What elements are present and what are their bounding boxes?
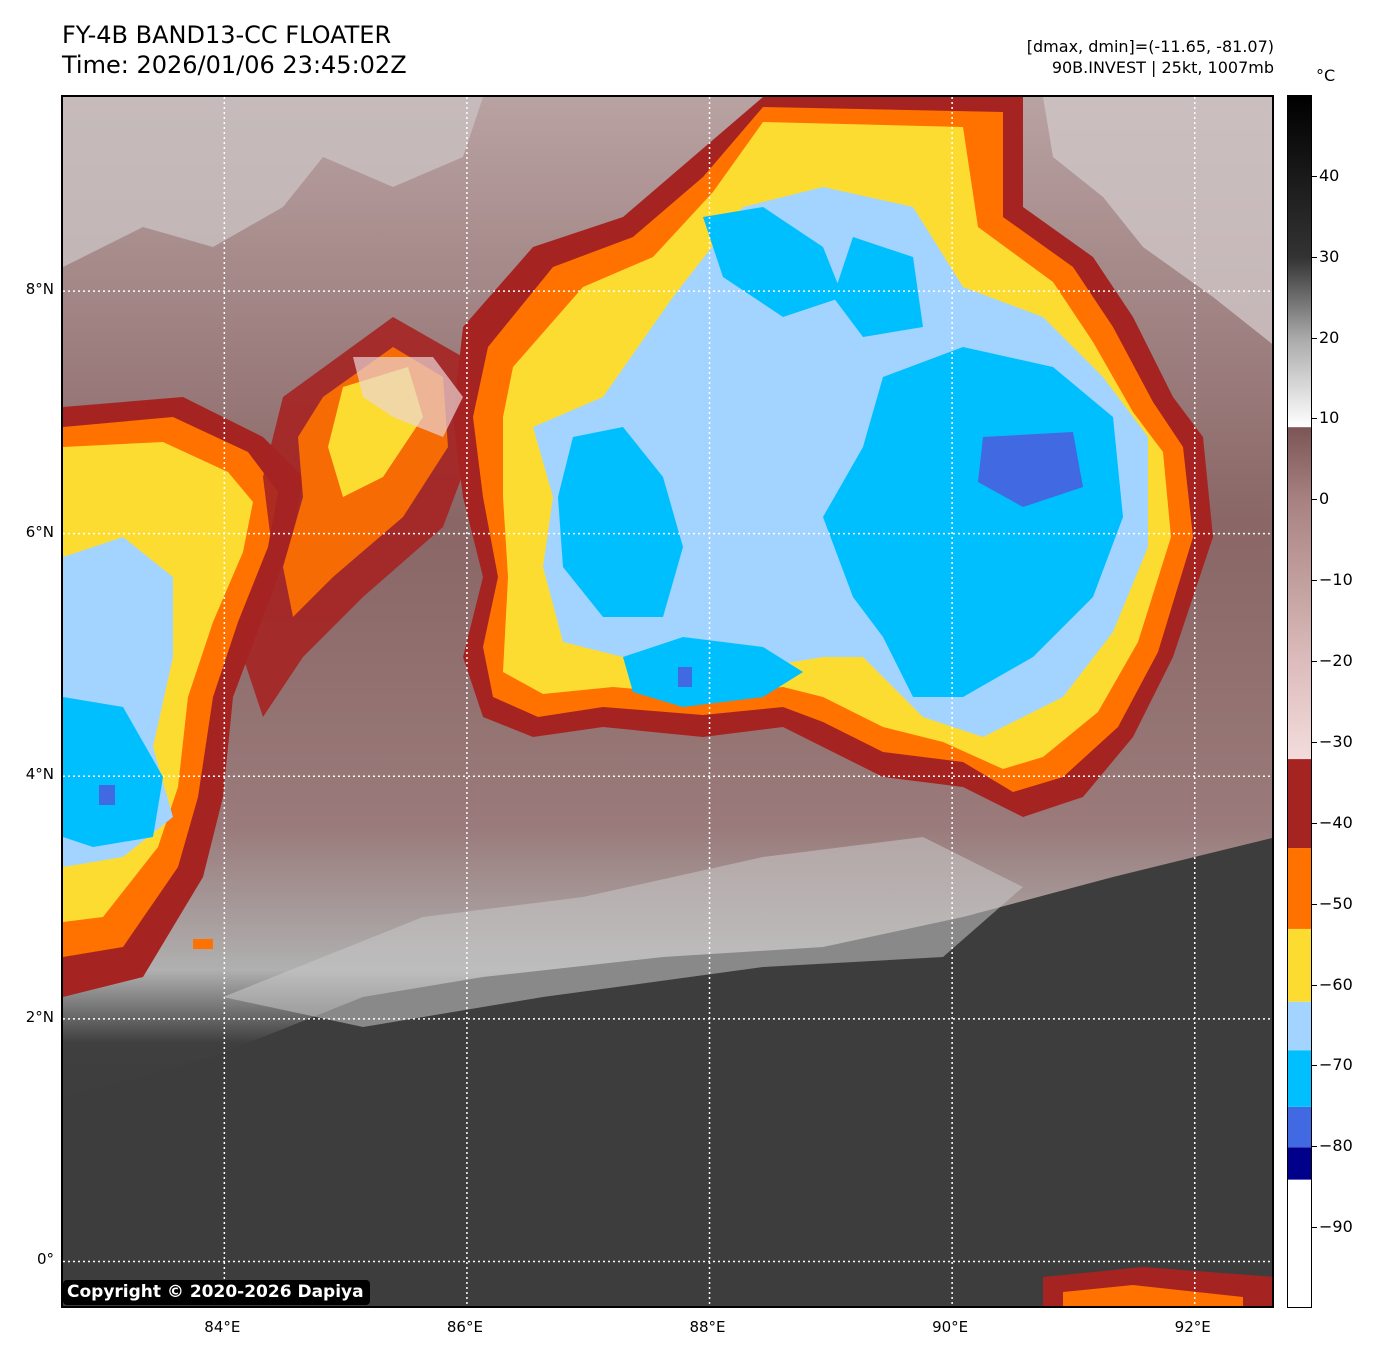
colorbar-unit: °C [1316, 66, 1336, 85]
colorbar-tick [1312, 661, 1317, 663]
colorbar-tick-label: 30 [1319, 246, 1340, 266]
colorbar-tick-label: −80 [1319, 1136, 1353, 1156]
west-coldest-spot [99, 785, 115, 805]
colorbar-tick-label: −50 [1319, 893, 1353, 913]
colorbar-swatch [1288, 96, 1311, 1307]
lat-label: 4°N [25, 765, 54, 784]
colorbar-tick [1312, 984, 1317, 986]
copyright-badge: Copyright © 2020-2026 Dapiya [63, 1280, 370, 1305]
colorbar-tick [1312, 580, 1317, 582]
colorbar-tick-label: −10 [1319, 570, 1353, 590]
colorbar-tick [1312, 337, 1317, 339]
cold-pixel-spot [678, 667, 692, 687]
south-convection-inner [1063, 1285, 1243, 1306]
satellite-map [61, 95, 1274, 1308]
colorbar-tick-label: −70 [1319, 1055, 1353, 1075]
colorbar-band [1288, 928, 1311, 1002]
colorbar-band [1288, 1106, 1311, 1148]
cold-cloud-north [703, 207, 843, 317]
colorbar-tick [1312, 256, 1317, 258]
colorbar-tick [1312, 903, 1317, 905]
lon-label: 88°E [689, 1318, 726, 1336]
ir-imagery [63, 97, 1272, 1306]
colorbar-tick [1312, 1227, 1317, 1229]
lat-label: 2°N [25, 1007, 54, 1026]
colorbar-tick-label: −20 [1319, 651, 1353, 671]
colorbar-tick [1312, 741, 1317, 743]
storm-info: 90B.INVEST | 25kt, 1007mb [1051, 58, 1274, 77]
colorbar-band [1288, 1147, 1311, 1180]
colorbar-tick [1312, 418, 1317, 420]
colorbar-tick-label: 0 [1319, 489, 1330, 509]
dmax-dmin-info: [dmax, dmin]=(-11.65, -81.07) [1026, 37, 1274, 56]
colorbar-tick [1312, 499, 1317, 501]
coldest-cloud-top [978, 432, 1083, 507]
lon-label: 86°E [446, 1318, 483, 1336]
colorbar [1287, 95, 1312, 1308]
gridlines [63, 97, 1272, 1306]
gap-warm-cloud [353, 357, 463, 437]
colorbar-tick-label: −30 [1319, 731, 1353, 751]
west-cold-cloud [63, 697, 163, 847]
lat-label: 6°N [25, 522, 54, 541]
colorbar-tick-label: −40 [1319, 812, 1353, 832]
lon-label: 90°E [932, 1318, 969, 1336]
warm-cloud-nw [63, 97, 483, 267]
colorbar-tick [1312, 822, 1317, 824]
low-cloud-band [223, 837, 1023, 1027]
colorbar-tick [1312, 175, 1317, 177]
lon-label: 92°E [1174, 1318, 1211, 1336]
colorbar-tick-label: −90 [1319, 1217, 1353, 1237]
warm-cloud-ne [1043, 97, 1272, 344]
colorbar-band [1288, 759, 1311, 849]
colorbar-tick-label: 10 [1319, 408, 1340, 428]
colorbar-tick-label: −60 [1319, 974, 1353, 994]
colorbar-tick [1312, 1146, 1317, 1148]
colorbar-gradient [1288, 96, 1311, 760]
cold-cloud-north-2 [833, 237, 923, 337]
cold-cloud-west [558, 427, 683, 617]
timestamp-title: Time: 2026/01/06 23:45:02Z [62, 51, 407, 79]
colorbar-tick [1312, 1065, 1317, 1067]
colorbar-band [1288, 1050, 1311, 1107]
lat-label: 8°N [25, 280, 54, 299]
isolated-cell [193, 939, 213, 949]
clear-sky-south [63, 837, 1272, 1306]
lat-label: 0° [36, 1250, 54, 1269]
colorbar-tick-label: 40 [1319, 165, 1340, 185]
colorbar-tick-label: 20 [1319, 327, 1340, 347]
colorbar-band [1288, 848, 1311, 929]
product-title: FY-4B BAND13-CC FLOATER [62, 21, 392, 49]
lon-label: 84°E [204, 1318, 241, 1336]
colorbar-band [1288, 1179, 1311, 1307]
colorbar-band [1288, 1001, 1311, 1051]
cold-cloud-south [623, 637, 803, 707]
